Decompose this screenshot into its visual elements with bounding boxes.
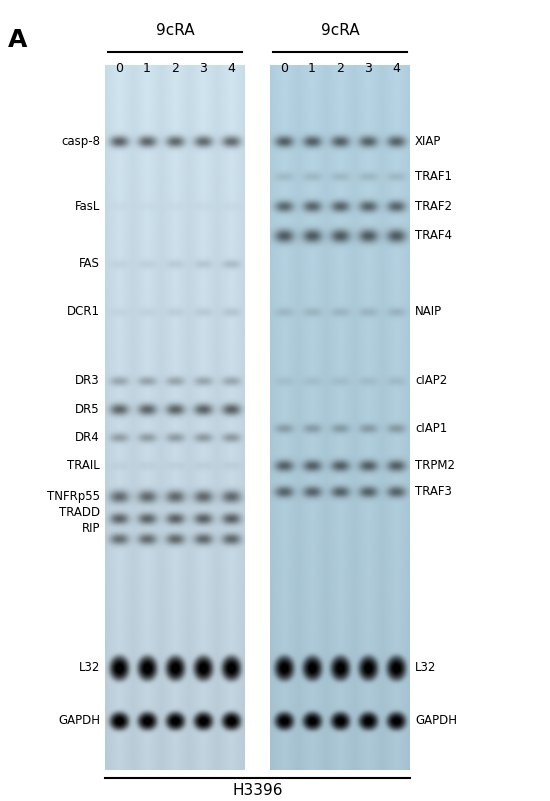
Text: NAIP: NAIP [415,305,442,318]
Text: TRPM2: TRPM2 [415,459,455,472]
Text: 9cRA: 9cRA [321,23,359,38]
Text: H3396: H3396 [232,783,283,798]
Text: RIP: RIP [81,522,100,535]
Text: 0: 0 [280,62,288,75]
Text: 2: 2 [171,62,179,75]
Text: 2: 2 [336,62,344,75]
Text: TRAF1: TRAF1 [415,170,452,183]
Text: 0: 0 [115,62,123,75]
Text: TRAF2: TRAF2 [415,199,452,212]
Text: 3: 3 [199,62,207,75]
Text: L32: L32 [415,662,436,674]
Text: 1: 1 [308,62,316,75]
Text: FAS: FAS [79,257,100,270]
Text: L32: L32 [79,662,100,674]
Text: casp-8: casp-8 [61,135,100,147]
Text: TRAIL: TRAIL [67,459,100,472]
Text: TRAF3: TRAF3 [415,485,452,498]
Text: TRADD: TRADD [59,506,100,519]
Text: cIAP2: cIAP2 [415,374,447,388]
Text: 4: 4 [227,62,235,75]
Text: 9cRA: 9cRA [156,23,194,38]
Text: TRAF4: TRAF4 [415,229,452,242]
Text: GAPDH: GAPDH [58,714,100,727]
Text: GAPDH: GAPDH [415,714,457,727]
Text: 4: 4 [392,62,400,75]
Text: cIAP1: cIAP1 [415,421,447,435]
Text: 1: 1 [143,62,151,75]
Text: 3: 3 [364,62,372,75]
Text: DR3: DR3 [75,374,100,388]
Text: FasL: FasL [75,199,100,212]
Text: DR4: DR4 [75,431,100,444]
Text: DR5: DR5 [75,403,100,416]
Text: XIAP: XIAP [415,135,441,147]
Text: TNFRp55: TNFRp55 [47,490,100,503]
Text: A: A [8,28,28,52]
Text: DCR1: DCR1 [67,305,100,318]
